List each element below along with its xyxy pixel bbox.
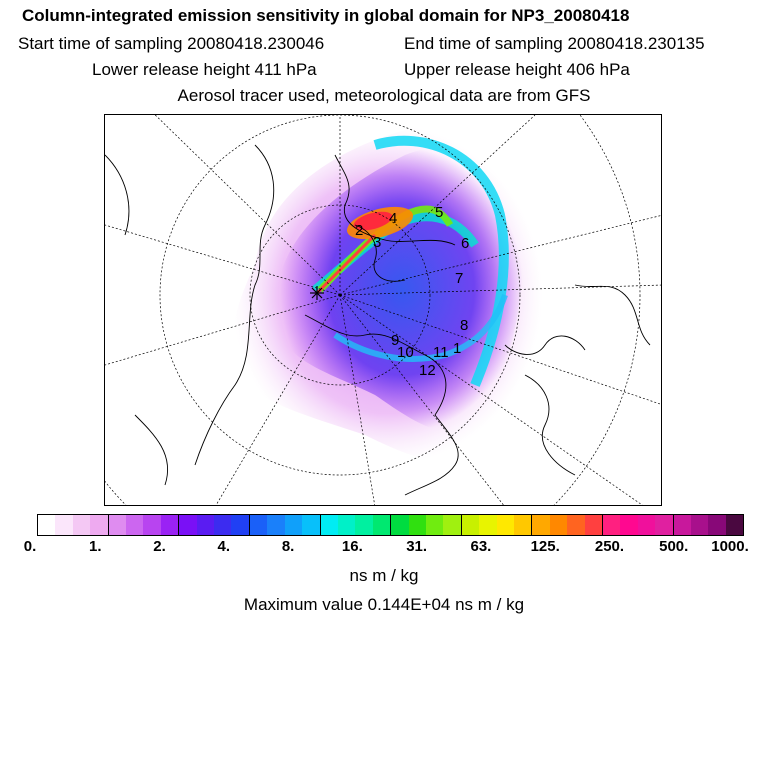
map-label-3: 3 [373,234,381,251]
colorbar-cell [479,515,497,535]
colorbar-cell [372,515,392,535]
colorbar-cell [355,515,373,535]
colorbar-cell [567,515,585,535]
colorbar-cell [443,515,462,535]
colorbar-cell [725,515,744,535]
map-label-4: 4 [389,210,397,227]
colorbar-cell [425,515,444,535]
colorbar-cell [603,515,621,535]
colorbar-cell [90,515,109,535]
colorbar-ticks: 0. 1. 2. 4. 8. 16. 31. 63. 125. 250. 500. 1000. [0,538,768,558]
colorbar-cell [267,515,285,535]
lower-height-text: Lower release height 411 hPa [92,60,317,79]
colorbar-cell [320,515,338,535]
map-label-6: 6 [461,235,469,252]
colorbar-cell [584,515,603,535]
colorbar-cell [143,515,161,535]
map-label-5: 5 [435,204,443,221]
colorbar-cell [337,515,356,535]
colorbar-cell [249,515,268,535]
colorbar-cell [302,515,321,535]
plume-body [280,147,524,433]
colorbar-tick-label: 2. [153,538,166,555]
map-label-10: 10 [397,344,414,361]
colorbar-tick-label: 125. [530,538,560,555]
max-value-text: Maximum value 0.144E+04 ns m / kg [243,595,525,614]
start-time-text: Start time of sampling 20080418.230046 [18,34,325,53]
colorbar-tick-label: 500. [659,538,689,555]
colorbar-cell [38,515,56,535]
graticule [105,115,661,505]
colorbar-cell [496,515,514,535]
colorbar-tick-label: 63. [470,538,492,555]
colorbar-cell [637,515,656,535]
colorbar-tick-label: 250. [594,538,625,555]
colorbar-cell [461,515,480,535]
colorbar-cell [549,515,568,535]
end-time-text: End time of sampling 20080418.230135 [404,34,705,53]
colorbar-tick-label: 4. [217,538,231,555]
map-label-7: 7 [455,270,463,287]
colorbar-cell [72,515,91,535]
map-label-12: 12 [419,362,436,379]
upper-height-text: Upper release height 406 hPa [404,60,630,79]
colorbar-tick-label: 16. [341,538,363,555]
colorbar-cell [284,515,303,535]
plume-core-line [315,233,377,295]
colorbar-cell [708,515,726,535]
map-label-11: 11 [433,344,449,361]
plume-hotspot-red [353,211,393,231]
coastlines [105,144,651,496]
map-label-2: 2 [355,222,363,239]
colorbar-tick-label: 31. [406,538,428,555]
colorbar [37,514,744,536]
colorbar-tick-label: 0. [23,538,37,555]
colorbar-cell [179,515,197,535]
colorbar-cell [391,515,409,535]
colorbar-tick-label: 8. [281,538,295,555]
colorbar-cell [108,515,127,535]
colorbar-cell [55,515,73,535]
plume-band-cyan-3 [333,294,508,362]
colorbar-cell [160,515,180,535]
colorbar-cell [620,515,638,535]
sensitivity-map: 2 3 4 5 6 7 8 1 9 10 11 12 [104,114,662,506]
colorbar-tick-label: 1. [89,538,102,555]
colorbar-cell [196,515,215,535]
map-label-1: 1 [453,340,461,357]
colorbar-cell [673,515,692,535]
plot-title: Column-integrated emission sensitivity i… [22,6,630,25]
colorbar-cell [408,515,426,535]
colorbar-cell [126,515,144,535]
colorbar-cell [513,515,533,535]
map-graphic: 2 3 4 5 6 7 8 1 9 10 11 12 [105,115,661,505]
colorbar-cell [655,515,674,535]
map-label-8: 8 [460,317,468,334]
colorbar-cell [231,515,250,535]
colorbar-cell [214,515,232,535]
colorbar-tick-label: 1000. [711,538,749,555]
map-label-9: 9 [391,332,399,349]
plume-band-cyan-1 [373,135,509,387]
release-point-marker [310,286,324,300]
tracer-info-text: Aerosol tracer used, meteorological data… [177,86,591,105]
colorbar-cell [532,515,550,535]
colorbar-cell [691,515,709,535]
colorbar-units: ns m / kg [349,566,419,585]
